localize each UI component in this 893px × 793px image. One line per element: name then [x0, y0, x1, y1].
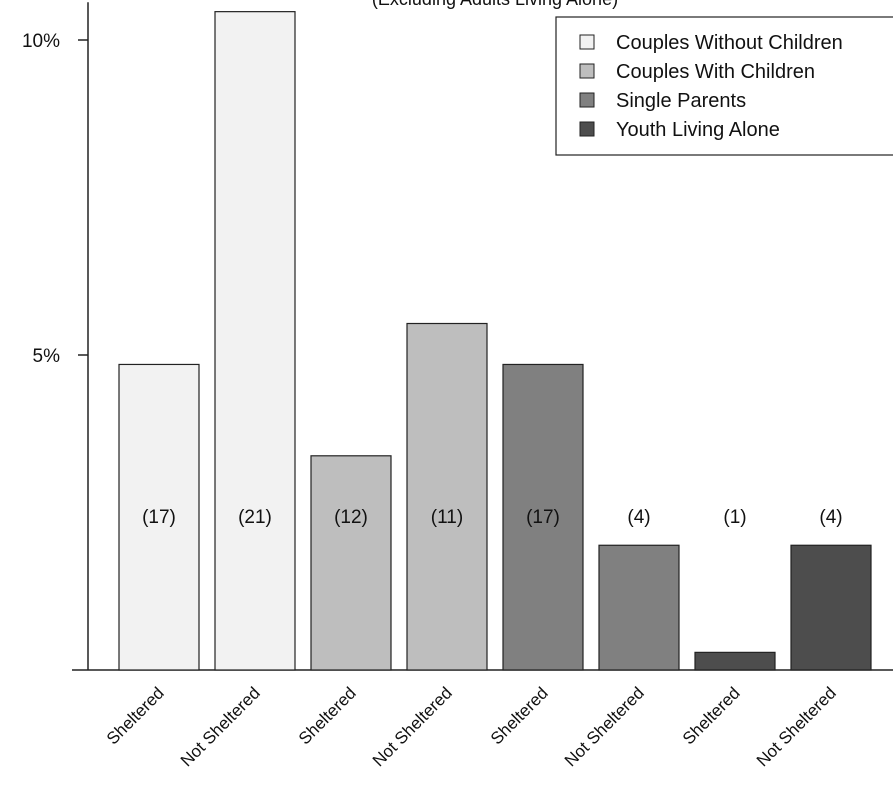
bar-count-label: (11) [431, 507, 463, 528]
legend-label: Single Parents [616, 90, 746, 112]
bar-count-labels: (17) (21) (12) (11) (17) (4) (1) (4) [142, 507, 843, 528]
x-tick-label: Sheltered [295, 683, 360, 748]
legend-label: Youth Living Alone [616, 119, 780, 141]
bars [118, 11, 872, 671]
legend: Couples Without Children Couples With Chi… [555, 16, 893, 156]
bar [214, 11, 296, 671]
bar-count-label: (17) [142, 507, 176, 528]
bar [310, 455, 392, 671]
bar-count-label: (12) [334, 507, 368, 528]
x-tick-label: Sheltered [487, 683, 552, 748]
bar [502, 363, 584, 671]
bar [598, 544, 680, 671]
legend-swatch [579, 92, 595, 108]
y-tick-label: 10% [22, 31, 60, 52]
legend-label: Couples Without Children [616, 32, 843, 54]
y-tick-label: 5% [33, 346, 61, 367]
x-tick-label: Sheltered [103, 683, 168, 748]
x-tick-label: Not Sheltered [369, 683, 456, 770]
bar [118, 363, 200, 671]
x-tick-label: Not Sheltered [753, 683, 840, 770]
legend-label: Couples With Children [616, 61, 815, 83]
bar-count-label: (4) [819, 507, 842, 528]
bar-count-label: (17) [526, 507, 560, 528]
bar-count-label: (4) [627, 507, 650, 528]
x-tick-label: Sheltered [679, 683, 744, 748]
x-tick-label: Not Sheltered [177, 683, 264, 770]
bar-count-label: (1) [723, 507, 746, 528]
bar-count-label: (21) [238, 507, 272, 528]
legend-swatch [579, 63, 595, 79]
x-tick-label: Not Sheltered [561, 683, 648, 770]
bar [406, 322, 488, 671]
bar [790, 544, 872, 671]
x-tick-labels: Sheltered Not Sheltered Sheltered Not Shelt… [103, 683, 840, 770]
legend-swatch [579, 121, 595, 137]
bar [694, 651, 776, 671]
legend-box [555, 16, 893, 156]
legend-swatch [579, 34, 595, 50]
chart-subtitle: (Excluding Adults Living Alone) [372, 0, 618, 9]
